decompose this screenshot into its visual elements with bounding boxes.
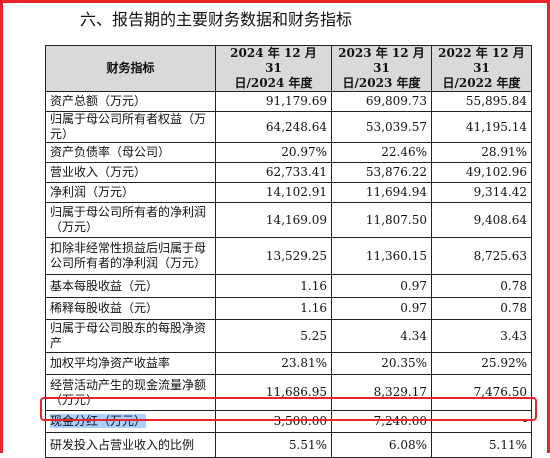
label-text: 归属于母公司所有者权益（万元） (50, 112, 207, 142)
header-text: 日/2024 年度 (234, 76, 313, 90)
row-label: 资产负债率（母公司） (45, 142, 216, 163)
value-cell: 20.97% (215, 142, 332, 163)
table-row: 稀释每股收益（元） 1.16 0.97 0.78 (45, 297, 532, 320)
table-row: 营业收入（万元） 62,733.41 53,876.22 49,102.96 (45, 162, 532, 183)
value-cell: 9,408.64 (431, 202, 532, 238)
value-cell: 0.97 (331, 297, 432, 320)
table-row: 经营活动产生的现金流量净额（万元） 11,686.95 8,329.17 7,476.… (45, 374, 532, 411)
value-cell: 14,169.09 (215, 202, 332, 238)
row-label: 稀释每股收益（元） (45, 297, 216, 320)
value-cell: 5.25 (215, 319, 332, 353)
header-text: 2022 年 12 月 31 (438, 46, 525, 76)
header-text: 2023 年 12 月 31 (338, 46, 425, 76)
label-text: 净利润（万元） (50, 185, 135, 199)
header-row: 财务指标 2024 年 12 月 31 日/2024 年度 2023 年 12 月 3… (45, 45, 532, 92)
label-text: 营业收入（万元） (50, 165, 147, 179)
value-cell: 0.78 (431, 297, 532, 320)
label-text: 归属于母公司股东的每股净资产 (50, 321, 207, 350)
value-cell: 53,039.57 (331, 111, 432, 143)
value-cell: 11,360.15 (331, 237, 432, 275)
value-cell: 6.08% (331, 432, 432, 458)
table-row: 基本每股收益（元） 1.16 0.97 0.78 (45, 274, 532, 298)
value-cell: 13,529.25 (215, 237, 332, 275)
header-cell: 2024 年 12 月 31 日/2024 年度 (215, 45, 332, 92)
value-cell: 9,314.42 (431, 182, 532, 203)
highlight-box (40, 397, 537, 421)
value-cell: 55,895.84 (431, 91, 532, 112)
label-text: 加权平均净资产收益率 (50, 356, 171, 370)
value-cell: 4.34 (331, 319, 432, 353)
row-label: 资产总额（万元） (45, 91, 216, 112)
label-text: 稀释每股收益（元） (50, 301, 159, 315)
label-text: 基本每股收益（元） (50, 278, 159, 293)
value-cell: 49,102.96 (431, 162, 532, 183)
header-text: 财务指标 (106, 61, 155, 75)
table-row: 净利润（万元） 14,102.91 11,694.94 9,314.42 (45, 182, 532, 203)
header-text: 2024 年 12 月 31 (230, 46, 317, 76)
value-cell: 3.43 (431, 319, 532, 353)
header-cell: 财务指标 (45, 45, 216, 92)
value-cell: 91,179.69 (215, 91, 332, 112)
value-cell: 0.97 (331, 274, 432, 298)
table-row: 研发投入占营业收入的比例 5.51% 6.08% 5.11% (45, 432, 532, 458)
header-text: 日/2023 年度 (342, 76, 421, 90)
row-label: 基本每股收益（元） (45, 274, 216, 298)
header-text: 日/2022 年度 (442, 76, 521, 90)
label-text: 经营活动产生的现金流量净额（万元） (50, 377, 207, 407)
value-cell: 8,725.63 (431, 237, 532, 275)
label-text: 归属于母公司所有者的净利润（万元） (50, 205, 207, 234)
table-row: 资产总额（万元） 91,179.69 69,809.73 55,895.84 (45, 91, 532, 112)
label-text: 现金分红（万元） (50, 414, 147, 428)
label-text: 资产总额（万元） (50, 94, 147, 108)
value-cell: 41,195.14 (431, 111, 532, 143)
row-label: 研发投入占营业收入的比例 (45, 432, 216, 458)
value-cell: 62,733.41 (215, 162, 332, 183)
value-cell: 8,329.17 (331, 374, 432, 411)
row-label: 归属于母公司股东的每股净资产 (45, 319, 216, 353)
header-cell: 2022 年 12 月 31 日/2022 年度 (431, 45, 532, 92)
section-title: 六、报告期的主要财务数据和财务指标 (80, 10, 353, 29)
row-label: 营业收入（万元） (45, 162, 216, 183)
table-row: 扣除非经常性损益后归属于母公司所有者的净利润（万元） 13,529.25 11,36… (45, 237, 532, 275)
row-label: 加权平均净资产收益率 (45, 352, 216, 375)
value-cell: 7,240.00 (331, 410, 432, 433)
header-cell: 2023 年 12 月 31 日/2023 年度 (331, 45, 432, 92)
table-row: 资产负债率（母公司） 20.97% 22.46% 28.91% (45, 142, 532, 163)
table-row: 加权平均净资产收益率 23.81% 20.35% 25.92% (45, 352, 532, 375)
row-label: 归属于母公司所有者权益（万元） (45, 111, 216, 143)
row-label: 归属于母公司所有者的净利润（万元） (45, 202, 216, 238)
value-cell: 1.16 (215, 297, 332, 320)
value-cell: 64,248.64 (215, 111, 332, 143)
value-cell: 1.16 (215, 274, 332, 298)
label-text: 扣除非经常性损益后归属于母公司所有者的净利润（万元） (50, 241, 207, 270)
value-cell: 22.46% (331, 142, 432, 163)
value-cell: 14,102.91 (215, 182, 332, 203)
value-cell: 23.81% (215, 352, 332, 375)
value-cell: 7,476.50 (431, 374, 532, 411)
value-cell: 53,876.22 (331, 162, 432, 183)
table-row: 归属于母公司所有者权益（万元） 64,248.64 53,039.57 41,195.… (45, 111, 532, 143)
value-cell: 11,686.95 (215, 374, 332, 411)
label-text: 资产负债率（母公司） (50, 145, 171, 159)
value-cell: 11,807.50 (331, 202, 432, 238)
value-cell: 5.51% (215, 432, 332, 458)
table-row: 归属于母公司所有者的净利润（万元） 14,169.09 11,807.50 9,408… (45, 202, 532, 238)
value-cell: 0.78 (431, 274, 532, 298)
label-text: 研发投入占营业收入的比例 (50, 437, 195, 452)
value-cell: 5.11% (431, 432, 532, 458)
row-label: 净利润（万元） (45, 182, 216, 203)
row-label: 经营活动产生的现金流量净额（万元） (45, 374, 216, 411)
row-label: 扣除非经常性损益后归属于母公司所有者的净利润（万元） (45, 237, 216, 275)
financial-table: 财务指标 2024 年 12 月 31 日/2024 年度 2023 年 12 月 3… (45, 45, 532, 458)
value-cell: 25.92% (431, 352, 532, 375)
value-cell: 28.91% (431, 142, 532, 163)
table-row: 归属于母公司股东的每股净资产 5.25 4.34 3.43 (45, 319, 532, 353)
value-cell: 11,694.94 (331, 182, 432, 203)
value-cell: 20.35% (331, 352, 432, 375)
value-cell: 69,809.73 (331, 91, 432, 112)
